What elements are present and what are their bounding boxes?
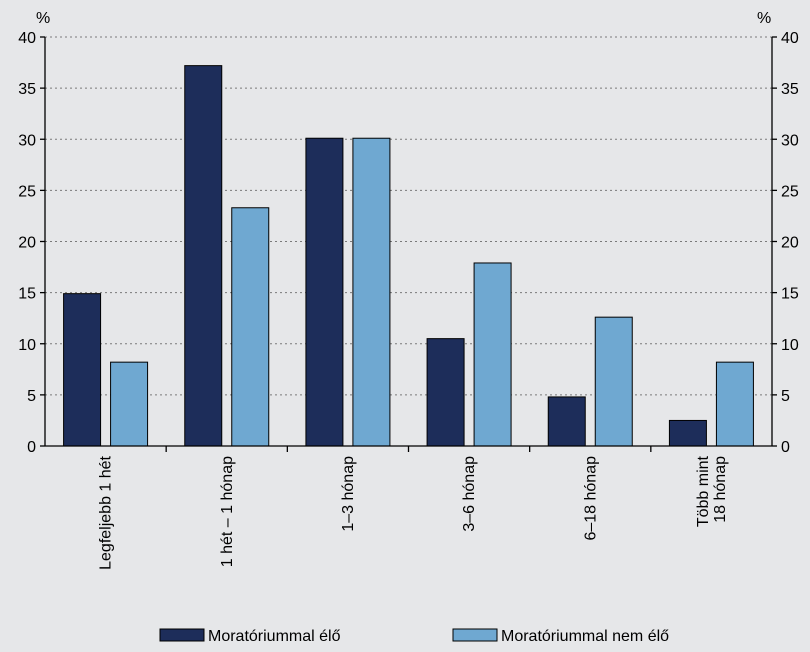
y-tick-label-right: 0 bbox=[781, 439, 790, 456]
y-tick-label-left: 10 bbox=[18, 337, 36, 354]
legend-swatch bbox=[159, 628, 205, 642]
x-tick-label-line: Több mint bbox=[695, 455, 712, 527]
y-tick-label-left: 20 bbox=[18, 235, 36, 252]
y-tick-label-right: 25 bbox=[781, 183, 799, 200]
x-tick-label-line: 1–3 hónap bbox=[340, 456, 357, 532]
legend-label: Moratóriummal élő bbox=[208, 628, 341, 645]
axes: 0 0 5 5 10 10 15 15 20 20 25 25 30 30 35 35 40 40 Legfelje… bbox=[18, 30, 799, 570]
y-tick-label-right: 40 bbox=[781, 30, 799, 47]
bar bbox=[231, 207, 270, 447]
legend-label: Moratóriummal nem élő bbox=[501, 628, 669, 645]
gridlines bbox=[45, 36, 772, 396]
x-tick-label: Legfeljebb 1 hét bbox=[98, 455, 115, 569]
y-tick-label-right: 5 bbox=[781, 388, 790, 405]
x-tick-label: Több mint18 hónap bbox=[695, 455, 729, 527]
y-tick-label-left: 40 bbox=[18, 30, 36, 47]
y-tick-label-left: 25 bbox=[18, 183, 36, 200]
legend-swatch bbox=[452, 628, 498, 642]
bar bbox=[668, 419, 707, 447]
x-tick-label: 1–3 hónap bbox=[340, 456, 357, 532]
bar bbox=[426, 338, 465, 447]
x-tick-label: 3–6 hónap bbox=[461, 456, 478, 532]
bars bbox=[63, 65, 754, 447]
bar bbox=[715, 361, 754, 447]
y-tick-label-right: 10 bbox=[781, 337, 799, 354]
bar bbox=[352, 137, 391, 447]
bar bbox=[63, 293, 102, 447]
legend: Moratóriummal élő Moratóriummal nem élő bbox=[159, 628, 669, 645]
y-tick-label-left: 0 bbox=[27, 439, 36, 456]
x-tick-label: 1 hét – 1 hónap bbox=[219, 456, 236, 567]
bar bbox=[473, 262, 512, 447]
y-tick-label-right: 35 bbox=[781, 81, 799, 98]
bar bbox=[305, 137, 344, 447]
bar bbox=[594, 316, 633, 447]
y-tick-label-right: 15 bbox=[781, 286, 799, 303]
y-tick-label-left: 5 bbox=[27, 388, 36, 405]
x-tick-label-line: Legfeljebb 1 hét bbox=[98, 455, 115, 569]
y-tick-label-left: 35 bbox=[18, 81, 36, 98]
x-tick-label-line: 18 hónap bbox=[712, 456, 729, 523]
x-tick-label-line: 1 hét – 1 hónap bbox=[219, 456, 236, 567]
y-unit-left: % bbox=[36, 10, 50, 27]
y-unit-right: % bbox=[757, 10, 771, 27]
bar bbox=[547, 396, 586, 447]
x-tick-label-line: 3–6 hónap bbox=[461, 456, 478, 532]
x-tick-label-line: 6–18 hónap bbox=[582, 456, 599, 541]
y-tick-label-right: 30 bbox=[781, 132, 799, 149]
y-tick-label-right: 20 bbox=[781, 235, 799, 252]
bar bbox=[184, 65, 223, 447]
y-tick-label-left: 30 bbox=[18, 132, 36, 149]
x-tick-label: 6–18 hónap bbox=[582, 456, 599, 541]
bar bbox=[110, 361, 149, 447]
y-tick-label-left: 15 bbox=[18, 286, 36, 303]
